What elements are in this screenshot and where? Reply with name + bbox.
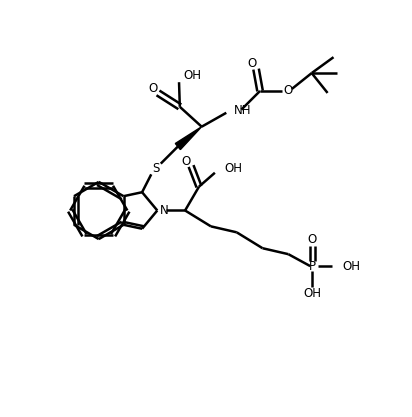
Text: NH: NH bbox=[234, 104, 252, 117]
Text: OH: OH bbox=[225, 162, 243, 175]
Text: S: S bbox=[152, 162, 160, 175]
Text: OH: OH bbox=[342, 260, 360, 273]
Text: P: P bbox=[309, 260, 316, 273]
Text: O: O bbox=[149, 82, 158, 95]
Text: O: O bbox=[307, 233, 317, 246]
Text: N: N bbox=[160, 204, 169, 217]
Text: O: O bbox=[182, 155, 191, 168]
Text: OH: OH bbox=[303, 287, 321, 300]
Polygon shape bbox=[175, 127, 201, 150]
Text: O: O bbox=[248, 57, 257, 70]
Text: OH: OH bbox=[184, 69, 202, 82]
Text: O: O bbox=[283, 85, 293, 98]
